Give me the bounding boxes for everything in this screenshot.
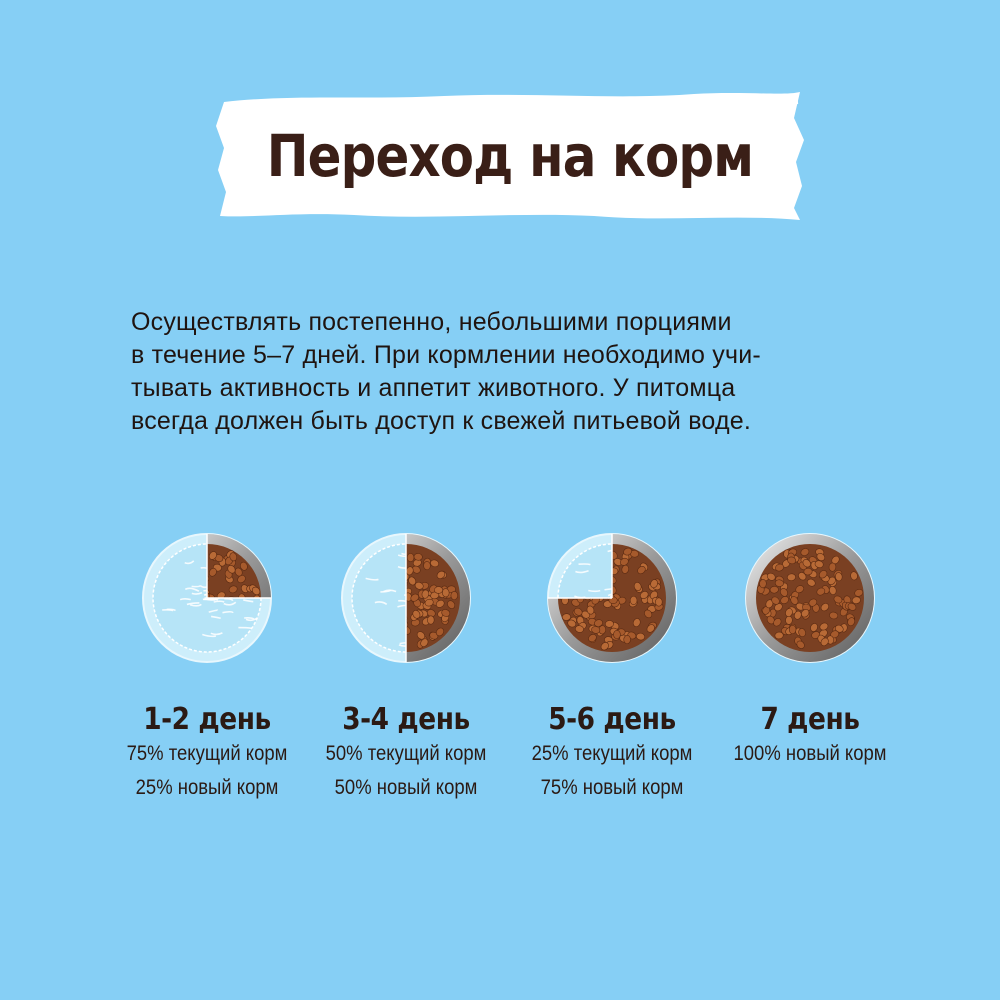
step-new-share: 75% новый корм — [540, 776, 684, 799]
intro-line: тывать активность и аппетит животного. У… — [131, 374, 736, 402]
bowl-icon — [547, 533, 677, 663]
bowl-icon — [341, 533, 471, 663]
title-banner: Переход на корм — [214, 88, 806, 224]
step-current-share: 50% текущий корм — [325, 742, 487, 765]
intro-text: Осуществлять постепенно, небольшими порц… — [131, 306, 871, 438]
step-current-share: 25% текущий корм — [531, 742, 693, 765]
step-2: 3-4 день 50% текущий корм 50% новый корм — [296, 530, 516, 805]
bowl-icon — [142, 533, 272, 663]
bowl-icon — [745, 533, 875, 663]
step-day: 3-4 день — [342, 702, 470, 737]
step-day: 5-6 день — [548, 702, 676, 737]
step-3: 5-6 день 25% текущий корм 75% новый корм — [502, 530, 722, 805]
new-food-area — [207, 534, 271, 598]
intro-line: в течение 5–7 дней. При кормлении необхо… — [131, 341, 761, 369]
step-new-share: 100% новый корм — [733, 742, 887, 765]
intro-line: Осуществлять постепенно, небольшими порц… — [131, 308, 732, 336]
page-title: Переход на корм — [266, 122, 754, 190]
step-4: 7 день 100% новый корм — [700, 530, 920, 771]
step-day: 1-2 день — [143, 702, 271, 737]
step-day: 7 день — [760, 702, 860, 737]
step-1: 1-2 день 75% текущий корм 25% новый корм — [97, 530, 317, 805]
step-new-share: 50% новый корм — [334, 776, 478, 799]
transition-steps: 1-2 день 75% текущий корм 25% новый корм… — [0, 530, 1000, 830]
intro-line: всегда должен быть доступ к свежей питье… — [131, 407, 751, 435]
new-food-area — [406, 534, 470, 662]
brush-stroke-background — [216, 92, 804, 220]
step-new-share: 25% новый корм — [135, 776, 279, 799]
new-food-area — [746, 534, 874, 662]
step-current-share: 75% текущий корм — [126, 742, 288, 765]
